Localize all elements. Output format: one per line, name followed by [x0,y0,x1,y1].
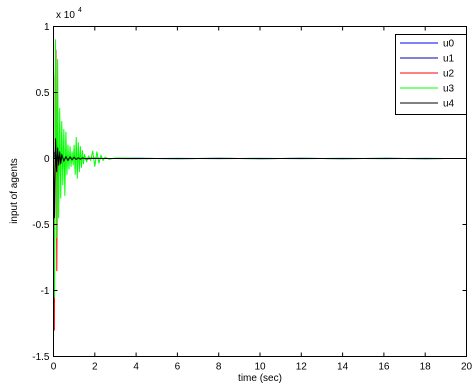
y-tick-label: -1.5 [32,352,50,363]
series-line-u4 [53,138,467,219]
y-multiplier-label: x 10 [56,10,75,21]
x-tick-label: 6 [175,362,181,373]
tick-label-layer: 0 2 4 6 8 10 12 14 16 18 20 -1.5 -1 -0.5 0 0.5 1 [32,22,472,373]
y-tick-label: 1 [44,22,50,33]
x-tick-label: 14 [337,362,349,373]
x-tick-label: 2 [92,362,98,373]
tick-layer [53,26,467,357]
y-tick-label: -0.5 [32,220,50,231]
legend: u0 u1 u2 u3 u4 [395,34,467,115]
x-tick-label: 4 [133,362,139,373]
legend-label-u2: u2 [443,69,455,80]
x-axis-label: time (sec) [238,373,282,384]
legend-entries: u0 u1 u2 u3 u4 [400,39,455,110]
y-tick-label: -1 [41,286,50,297]
x-tick-label: 20 [461,362,473,373]
legend-label-u1: u1 [443,54,455,65]
y-tick-label: 0 [44,154,50,165]
series-layer [53,39,467,331]
y-tick-label: 0.5 [36,88,50,99]
x-tick-label: 0 [51,362,57,373]
x-tick-label: 12 [296,362,308,373]
legend-box [395,34,467,115]
legend-label-u0: u0 [443,39,455,50]
x-tick-label: 8 [216,362,222,373]
y-axis-label: input of agents [9,158,20,224]
x-tick-label: 18 [420,362,432,373]
legend-label-u3: u3 [443,84,455,95]
y-multiplier-exponent: 4 [78,7,82,14]
x-tick-label: 16 [378,362,390,373]
x-tick-label: 10 [254,362,266,373]
legend-label-u4: u4 [443,99,455,110]
